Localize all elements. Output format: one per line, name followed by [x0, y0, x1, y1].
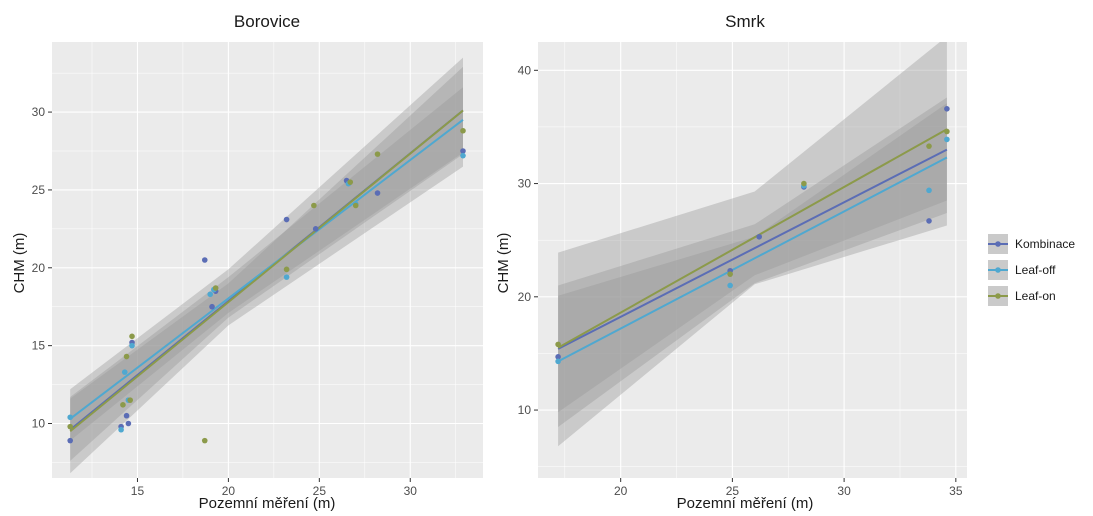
- x-tick-label: 25: [313, 484, 327, 498]
- data-point-leaf-on: [460, 127, 466, 134]
- data-point-leaf-off: [121, 369, 128, 375]
- legend-point-swatch: [995, 293, 1001, 299]
- x-tick-label: 25: [726, 484, 740, 498]
- x-axis-title: Pozemní měření (m): [199, 495, 336, 512]
- y-axis-title: CHM (m): [11, 233, 28, 294]
- data-point-leaf-on: [67, 423, 73, 430]
- data-point-leaf-on: [727, 271, 733, 277]
- y-tick-label: 30: [32, 105, 46, 119]
- y-tick-label: 10: [518, 403, 532, 417]
- data-point-kombinace: [123, 412, 130, 419]
- chart-title: Smrk: [725, 12, 765, 31]
- fit-line-leaf-off: [69, 119, 464, 420]
- data-point-kombinace: [555, 354, 561, 360]
- data-point-kombinace: [944, 106, 950, 112]
- data-point-leaf-off: [460, 152, 466, 159]
- data-point-leaf-off: [207, 291, 214, 298]
- data-point-leaf-on: [311, 202, 317, 209]
- data-point-kombinace: [926, 218, 932, 224]
- data-point-leaf-off: [67, 414, 73, 421]
- y-tick-label: 30: [518, 177, 532, 191]
- x-tick-label: 20: [614, 484, 628, 498]
- data-point-kombinace: [460, 148, 466, 154]
- data-point-leaf-on: [212, 285, 219, 291]
- data-point-leaf-off: [129, 342, 135, 349]
- fit-line-kombinace: [557, 148, 948, 350]
- x-axis-title: Pozemní měření (m): [677, 495, 814, 512]
- legend-point-swatch: [995, 241, 1001, 247]
- x-tick-label: 20: [222, 484, 236, 498]
- legend-label-leaf-on: Leaf-on: [1015, 289, 1056, 303]
- y-tick-label: 15: [32, 339, 46, 353]
- y-tick-label: 20: [518, 290, 532, 304]
- data-point-leaf-off: [118, 426, 124, 433]
- confidence-band-kombinace: [70, 66, 463, 461]
- data-point-kombinace: [125, 420, 132, 427]
- data-point-leaf-on: [352, 202, 359, 209]
- data-point-leaf-on: [555, 341, 561, 348]
- confidence-band-kombinace: [558, 97, 947, 413]
- data-point-kombinace: [209, 303, 215, 310]
- y-tick-label: 20: [32, 261, 46, 275]
- confidence-band-leaf-on: [558, 42, 947, 447]
- y-tick-label: 25: [32, 183, 46, 197]
- data-point-leaf-on: [283, 266, 290, 273]
- data-point-kombinace: [374, 190, 381, 196]
- fit-line-leaf-off: [557, 156, 948, 363]
- chart-title: Borovice: [234, 12, 300, 31]
- y-axis-title: CHM (m): [495, 233, 512, 294]
- data-point-leaf-on: [201, 437, 208, 444]
- fit-line-leaf-on: [69, 109, 464, 433]
- axes: 20 25 30 35 10 20 30 40: [518, 63, 963, 498]
- data-point-leaf-off: [926, 187, 932, 194]
- x-tick-label: 15: [131, 484, 145, 498]
- data-point-kombinace: [283, 216, 290, 223]
- plot-area: 20 25 30 35 10 20 30 40: [518, 42, 967, 498]
- data-point-leaf-on: [347, 179, 354, 185]
- data-point-leaf-on: [926, 143, 932, 149]
- data-point-leaf-on: [120, 402, 126, 408]
- data-point-kombinace: [201, 257, 208, 263]
- data-point-leaf-off: [283, 274, 290, 280]
- data-point-leaf-off: [944, 136, 950, 143]
- x-tick-label: 35: [949, 484, 963, 498]
- legend: Kombinace Leaf-off Leaf-on: [988, 234, 1075, 306]
- data-point-leaf-on: [123, 353, 130, 360]
- fit-line-leaf-on: [557, 128, 948, 349]
- y-tick-label: 40: [518, 63, 532, 77]
- data-point-leaf-on: [944, 128, 950, 135]
- plot-area: 15 20 25 30 10 15 20 25 30: [32, 42, 483, 498]
- confidence-band-leaf-on: [70, 57, 463, 474]
- data-point-leaf-off: [555, 358, 561, 365]
- legend-point-swatch: [995, 267, 1001, 273]
- data-layer: [555, 42, 950, 447]
- data-point-leaf-on: [127, 397, 133, 403]
- chart-panel-smrk: 20 25 30 35 10 20 30 40 Smrk Pozemní měření (m)…: [495, 12, 967, 512]
- y-tick-label: 10: [32, 417, 46, 431]
- chart-panel-borovice: 15 20 25 30 10 15 20 25 30 Borovice Pozemní měře…: [11, 12, 483, 512]
- data-layer: [67, 57, 466, 474]
- data-point-leaf-on: [129, 333, 135, 340]
- data-point-leaf-on: [374, 151, 381, 157]
- data-point-leaf-on: [801, 180, 807, 187]
- data-point-kombinace: [756, 233, 763, 240]
- axes: 15 20 25 30 10 15 20 25 30: [32, 105, 418, 498]
- data-point-leaf-off: [727, 282, 733, 289]
- data-point-kombinace: [312, 226, 319, 232]
- x-tick-label: 30: [837, 484, 851, 498]
- data-point-kombinace: [67, 437, 73, 444]
- legend-label-kombinace: Kombinace: [1015, 237, 1075, 251]
- legend-label-leaf-off: Leaf-off: [1015, 263, 1056, 277]
- x-tick-label: 30: [404, 484, 418, 498]
